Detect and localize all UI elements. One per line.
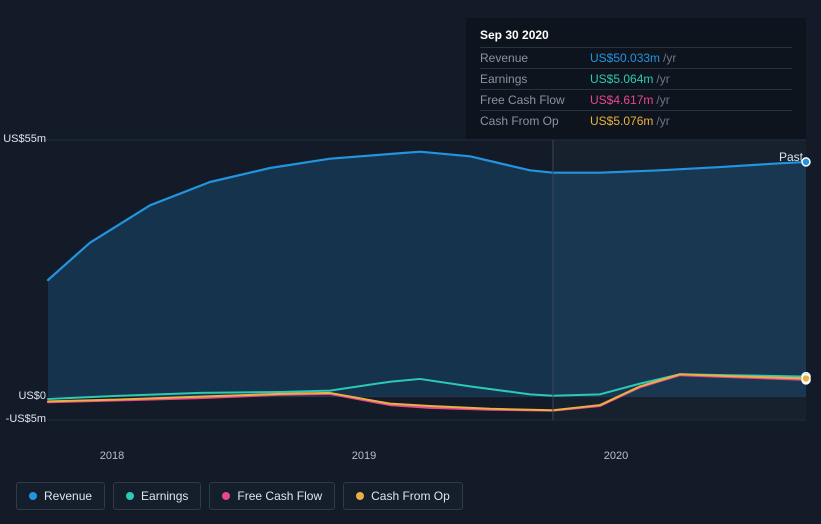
legend-item-earnings[interactable]: Earnings (113, 482, 201, 510)
tooltip-row: RevenueUS$50.033m/yr (480, 48, 792, 69)
legend-item-revenue[interactable]: Revenue (16, 482, 105, 510)
chart-svg (0, 120, 821, 460)
x-tick-label: 2019 (352, 450, 376, 462)
past-label: Past (779, 150, 803, 164)
legend-dot-icon (222, 492, 230, 500)
tooltip-row: Cash From OpUS$5.076m/yr (480, 111, 792, 132)
tooltip-metric: Cash From Op (480, 111, 590, 132)
legend-label: Revenue (44, 489, 92, 503)
legend-dot-icon (29, 492, 37, 500)
tooltip-value: US$5.064m/yr (590, 69, 792, 90)
tooltip-metric: Earnings (480, 69, 590, 90)
tooltip-value: US$50.033m/yr (590, 48, 792, 69)
legend-label: Earnings (141, 489, 188, 503)
x-tick-label: 2020 (604, 450, 628, 462)
y-tick-label: US$0 (2, 390, 46, 402)
legend: Revenue Earnings Free Cash Flow Cash From O… (16, 482, 463, 510)
tooltip-value: US$4.617m/yr (590, 90, 792, 111)
tooltip-value: US$5.076m/yr (590, 111, 792, 132)
tooltip-row: EarningsUS$5.064m/yr (480, 69, 792, 90)
data-tooltip: Sep 30 2020 RevenueUS$50.033m/yrEarnings… (466, 18, 806, 139)
financials-chart: Sep 30 2020 RevenueUS$50.033m/yrEarnings… (0, 0, 821, 524)
tooltip-row: Free Cash FlowUS$4.617m/yr (480, 90, 792, 111)
tooltip-date: Sep 30 2020 (480, 28, 792, 42)
y-tick-label: US$55m (2, 133, 46, 145)
tooltip-table: RevenueUS$50.033m/yrEarningsUS$5.064m/yr… (480, 47, 792, 131)
legend-item-free-cash-flow[interactable]: Free Cash Flow (209, 482, 335, 510)
plot-area: US$55m US$0 -US$5m Past (0, 120, 821, 460)
legend-dot-icon (126, 492, 134, 500)
y-tick-label: -US$5m (2, 413, 46, 425)
x-tick-label: 2018 (100, 450, 124, 462)
tooltip-metric: Free Cash Flow (480, 90, 590, 111)
legend-label: Cash From Op (371, 489, 450, 503)
tooltip-metric: Revenue (480, 48, 590, 69)
legend-dot-icon (356, 492, 364, 500)
legend-item-cash-from-op[interactable]: Cash From Op (343, 482, 463, 510)
legend-label: Free Cash Flow (237, 489, 322, 503)
